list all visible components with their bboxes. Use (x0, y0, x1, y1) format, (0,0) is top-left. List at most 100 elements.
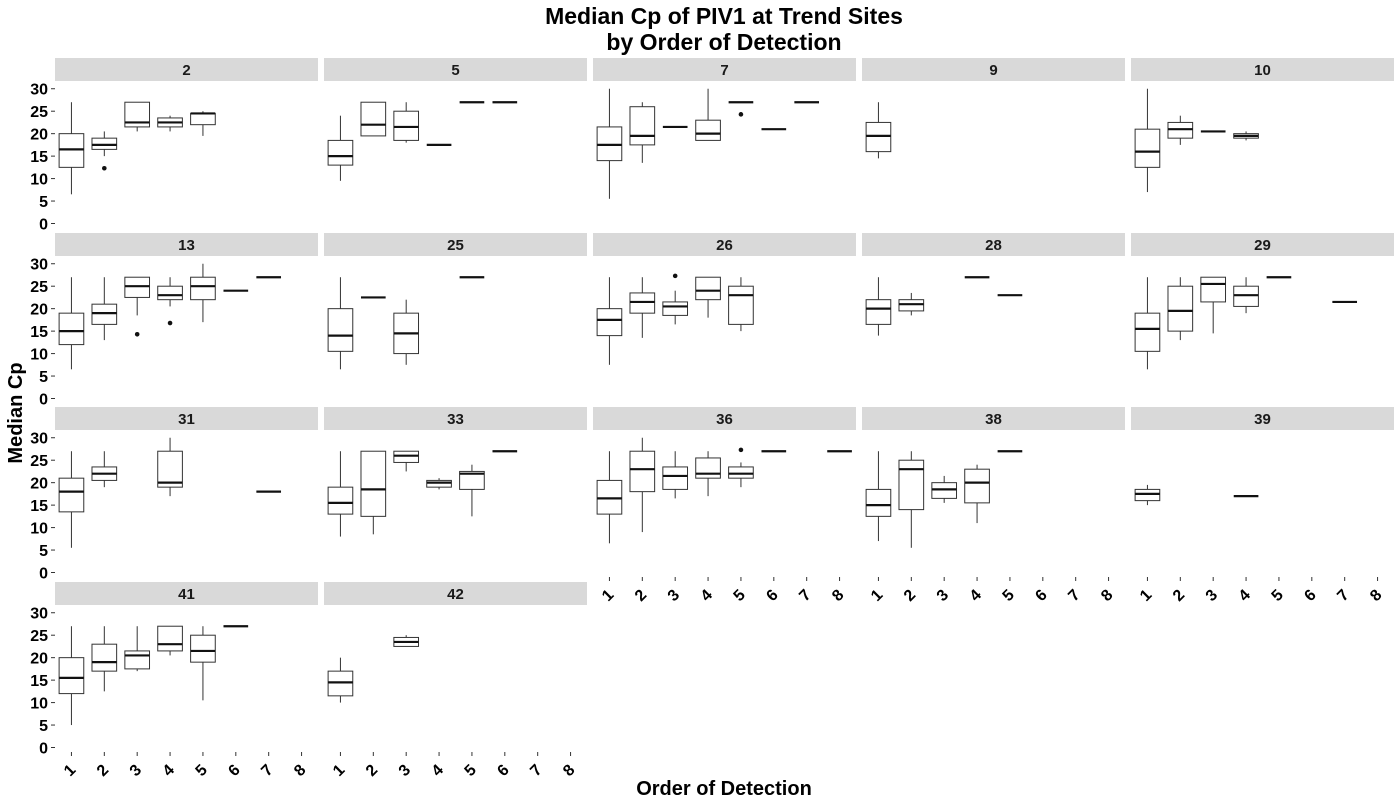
box-26-3 (662, 273, 689, 325)
x-tick-label: 1 (61, 762, 79, 780)
y-tick-label: 0 (39, 566, 48, 583)
panel-10: 10 (1131, 58, 1394, 193)
y-tick-label: 20 (30, 476, 48, 493)
y-tick-label: 20 (30, 302, 48, 319)
y-tick-label: 5 (39, 543, 48, 560)
y-tick-label: 30 (30, 257, 48, 274)
box-33-4 (426, 478, 452, 490)
panel-13: 13 0 5 10 15 20 25 30 (30, 233, 318, 409)
box-38-2 (898, 451, 925, 548)
box-13-3 (124, 276, 151, 337)
box-iqr (327, 670, 354, 697)
box-38-3 (931, 475, 958, 503)
strip-label: 36 (716, 411, 733, 428)
box-iqr (190, 634, 216, 663)
box-iqr (898, 299, 925, 312)
strip-label: 7 (720, 62, 728, 79)
box-33-3 (393, 450, 420, 472)
box-iqr (1167, 285, 1194, 332)
box-13-4 (157, 277, 183, 326)
box-iqr (426, 479, 452, 488)
box-2-3 (124, 101, 151, 132)
box-iqr (190, 112, 216, 126)
box-iqr (865, 488, 892, 517)
x-tick-label: 5 (1000, 587, 1018, 605)
strip-background (324, 582, 587, 605)
x-tick-label: 6 (763, 587, 781, 605)
box-iqr (865, 121, 892, 153)
box-iqr (662, 466, 689, 490)
x-tick-label: 8 (1367, 587, 1385, 605)
x-tick-label: 2 (901, 587, 919, 605)
strip-background (55, 407, 318, 430)
y-tick-label: 5 (39, 369, 48, 386)
y-tick-label: 25 (30, 628, 48, 645)
box-iqr (124, 276, 151, 298)
box-13-1 (58, 277, 85, 370)
box-iqr (728, 285, 754, 325)
x-tick-label: 1 (599, 587, 617, 605)
x-tick-label: 4 (1236, 587, 1254, 605)
box-iqr (157, 625, 183, 652)
box-iqr (58, 477, 85, 513)
panel-9: 9 (862, 58, 1125, 159)
x-tick-label: 7 (1065, 587, 1083, 605)
x-tick-label: 1 (868, 587, 886, 605)
panel-26: 26 (593, 233, 856, 365)
x-tick-label: 2 (632, 587, 650, 605)
box-5-1 (327, 115, 354, 181)
strip-label: 42 (447, 586, 464, 603)
panel-28: 28 (862, 233, 1125, 336)
box-26-2 (629, 277, 656, 338)
box-2-1 (58, 102, 85, 195)
box-2-4 (157, 115, 183, 132)
box-iqr (1233, 285, 1259, 307)
box-iqr (327, 139, 354, 166)
box-iqr (360, 101, 387, 137)
box-iqr (393, 450, 420, 463)
strip-background (593, 233, 856, 256)
panel-38: 38 1 2 3 4 5 6 7 8 (862, 407, 1125, 605)
outlier-point (738, 447, 744, 453)
strip-background (1131, 233, 1394, 256)
x-tick-label: 6 (1032, 587, 1050, 605)
x-tick-label: 6 (1301, 587, 1319, 605)
x-tick-label: 3 (934, 587, 952, 605)
y-tick-label: 5 (39, 718, 48, 735)
chart-subtitle: by Order of Detection (606, 29, 841, 55)
box-iqr (1134, 128, 1161, 168)
box-36-2 (629, 437, 656, 533)
x-tick-label: 5 (462, 762, 480, 780)
y-tick-label: 30 (30, 431, 48, 448)
x-tick-label: 7 (258, 762, 276, 780)
y-tick-label: 15 (30, 498, 48, 515)
box-5-3 (393, 102, 420, 143)
box-25-3 (393, 299, 420, 365)
panel-33: 33 (324, 407, 587, 537)
box-29-4 (1233, 277, 1259, 314)
box-iqr (695, 457, 721, 479)
box-iqr (1200, 276, 1227, 303)
strip-background (55, 233, 318, 256)
x-tick-label: 5 (1269, 587, 1287, 605)
x-tick-label: 1 (1137, 587, 1155, 605)
outlier-point (672, 273, 678, 279)
strip-label: 2 (182, 62, 190, 79)
box-26-1 (596, 277, 623, 365)
box-10-4 (1233, 131, 1259, 141)
box-iqr (629, 450, 656, 493)
box-iqr (91, 303, 118, 325)
x-tick-label: 4 (160, 762, 178, 780)
x-tick-label: 8 (829, 587, 847, 605)
x-tick-label: 7 (1334, 587, 1352, 605)
box-iqr (865, 299, 892, 325)
strip-label: 38 (985, 411, 1002, 428)
y-tick-label: 0 (39, 741, 48, 758)
x-tick-label: 4 (967, 587, 985, 605)
box-iqr (931, 482, 958, 499)
strip-background (55, 582, 318, 605)
x-tick-label: 3 (1203, 587, 1221, 605)
box-41-1 (58, 626, 85, 726)
